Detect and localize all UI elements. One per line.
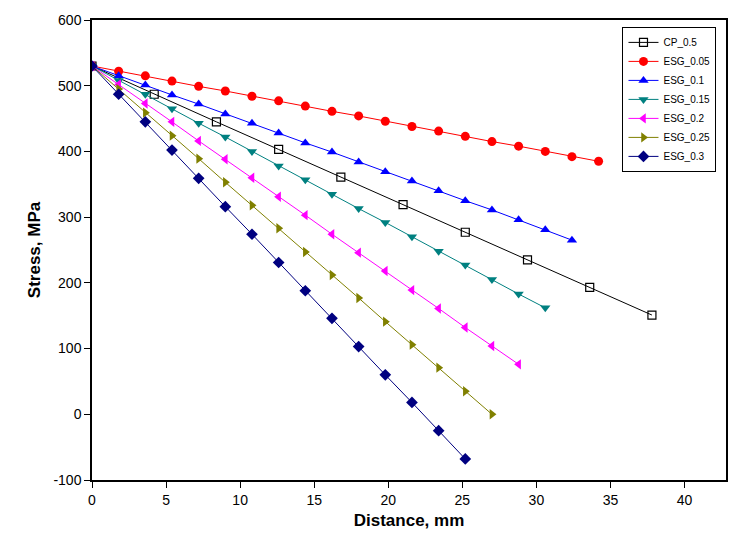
svg-text:35: 35: [603, 492, 619, 508]
svg-text:ESG_0.3: ESG_0.3: [663, 151, 704, 162]
svg-text:-100: -100: [53, 472, 81, 488]
svg-text:0: 0: [74, 406, 82, 422]
svg-text:200: 200: [58, 275, 82, 291]
svg-text:ESG_0.1: ESG_0.1: [663, 75, 704, 86]
svg-text:0: 0: [88, 492, 96, 508]
svg-text:ESG_0.15: ESG_0.15: [663, 94, 710, 105]
svg-text:100: 100: [58, 340, 82, 356]
svg-text:ESG_0.05: ESG_0.05: [663, 56, 710, 67]
svg-text:40: 40: [677, 492, 693, 508]
svg-text:CP_0.5: CP_0.5: [663, 37, 697, 48]
svg-text:300: 300: [58, 209, 82, 225]
svg-text:15: 15: [306, 492, 322, 508]
svg-text:600: 600: [58, 12, 82, 28]
svg-text:500: 500: [58, 78, 82, 94]
svg-text:25: 25: [455, 492, 471, 508]
svg-text:ESG_0.2: ESG_0.2: [663, 113, 704, 124]
svg-text:ESG_0.25: ESG_0.25: [663, 132, 710, 143]
svg-text:400: 400: [58, 143, 82, 159]
svg-text:20: 20: [380, 492, 396, 508]
svg-text:Stress, MPa: Stress, MPa: [25, 201, 44, 298]
svg-text:Distance, mm: Distance, mm: [354, 511, 465, 530]
svg-text:30: 30: [529, 492, 545, 508]
svg-text:5: 5: [162, 492, 170, 508]
svg-text:10: 10: [232, 492, 248, 508]
